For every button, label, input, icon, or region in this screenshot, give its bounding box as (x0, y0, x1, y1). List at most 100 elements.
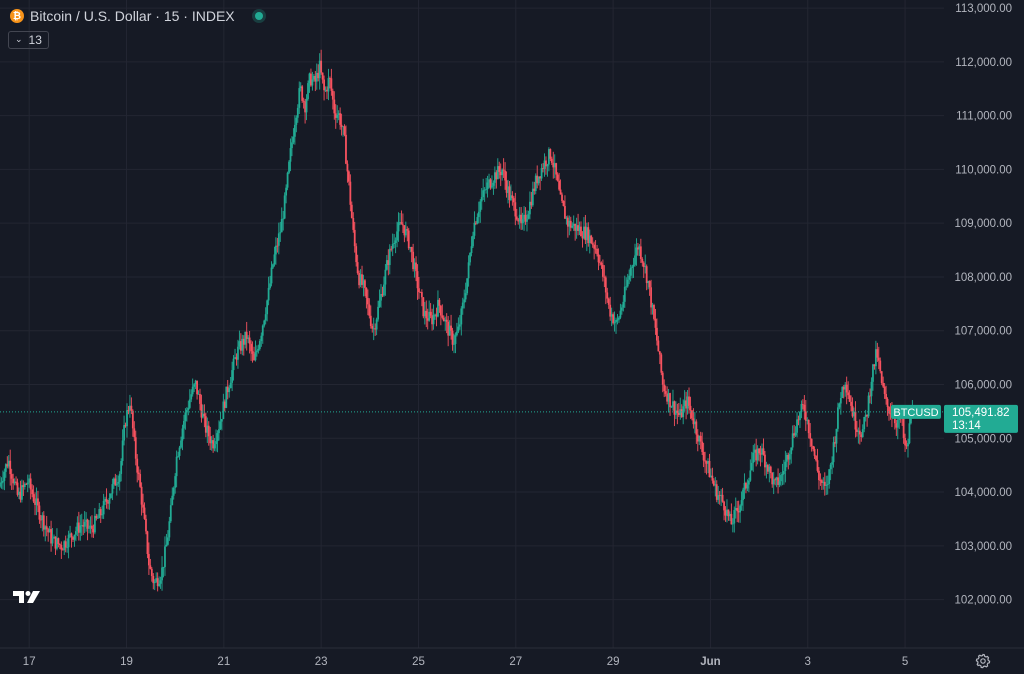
x-tick-label: 25 (412, 656, 425, 668)
candle-body (342, 126, 344, 128)
candle-body (114, 478, 117, 486)
candle-body (660, 354, 663, 373)
time-axis[interactable]: 17 19 21 23 25 27 29 Jun 3 5 (23, 656, 908, 668)
candle-body (130, 405, 133, 411)
candle-body (64, 541, 67, 548)
price-axis[interactable]: 102,000.00 103,000.00 104,000.00 105,000.00… (954, 3, 1012, 607)
candle-body (518, 214, 521, 222)
candle-body (809, 433, 812, 439)
chart-legend-header[interactable]: ₿ Bitcoin / U.S. Dollar · 15 · INDEX (10, 8, 263, 24)
candle-body (288, 161, 290, 173)
candle-body (812, 446, 815, 450)
indicators-toggle-button[interactable]: ⌄ 13 (8, 31, 49, 49)
candle-body (155, 578, 158, 582)
candle-body (886, 398, 889, 407)
candle-body (866, 414, 869, 417)
market-status-icon[interactable] (254, 12, 263, 20)
candle-body (70, 533, 73, 538)
y-tick-label: 106,000.00 (954, 379, 1012, 391)
candle-body (89, 525, 92, 528)
candle-body (845, 384, 848, 393)
candle-body (416, 271, 419, 289)
candle-body (140, 486, 143, 505)
candle-body (794, 432, 797, 436)
candle-body (531, 188, 534, 206)
candle-body (206, 425, 209, 433)
candle-body (369, 315, 372, 326)
candle-body (853, 411, 855, 417)
candle-body (156, 578, 159, 586)
candle-body (131, 410, 134, 429)
candle-body (420, 292, 423, 298)
candle-body (79, 525, 82, 533)
candle-body (552, 162, 555, 168)
candle-body (564, 206, 566, 219)
candle-body (168, 521, 171, 538)
candle-body (855, 429, 858, 432)
candle-body (696, 434, 699, 442)
candle-body (707, 460, 709, 464)
candle-body (571, 225, 574, 228)
candle-body (105, 498, 108, 502)
candle-body (162, 566, 165, 568)
candle-body (523, 214, 525, 220)
candle-body (110, 493, 112, 498)
candle-body (561, 194, 563, 201)
candle-body (876, 349, 879, 358)
candle-body (129, 405, 131, 411)
candle-body (737, 510, 740, 513)
candle-body (448, 325, 451, 336)
candle-body (323, 79, 325, 91)
candle-body (642, 262, 645, 268)
candle-body (685, 400, 688, 409)
indicators-count: 13 (28, 33, 42, 47)
candle-body (228, 388, 231, 393)
candle-body (577, 225, 579, 231)
candle-body (283, 195, 286, 219)
candle-body (731, 523, 734, 525)
candle-body (472, 235, 474, 247)
settings-gear-icon[interactable] (975, 653, 991, 669)
candle-body (851, 405, 854, 417)
candle-body (695, 421, 698, 435)
candle-body (29, 478, 32, 490)
y-tick-label: 103,000.00 (954, 541, 1012, 553)
candle-body (48, 529, 51, 533)
candle-body (453, 343, 455, 345)
candle-body (158, 583, 161, 586)
candle-body (508, 186, 511, 201)
y-tick-label: 102,000.00 (954, 595, 1012, 607)
candle-body (350, 204, 353, 218)
candle-body (625, 286, 628, 288)
candle-body (260, 335, 263, 342)
symbol-title[interactable]: Bitcoin / U.S. Dollar · 15 · INDEX (30, 8, 235, 24)
candle-body (171, 495, 174, 506)
candle-body (361, 274, 363, 285)
candle-body (356, 262, 359, 274)
candle-body (581, 236, 584, 239)
candle-body (562, 200, 565, 207)
tradingview-logo-icon[interactable] (13, 589, 43, 605)
candle-body (312, 75, 315, 80)
candle-body (98, 509, 101, 518)
candle-body (438, 299, 441, 306)
candle-body (594, 248, 597, 250)
candle-body (212, 440, 215, 449)
candle-body (301, 86, 304, 101)
candle-body (73, 534, 76, 540)
candle-body (736, 508, 739, 511)
candle-body (599, 262, 601, 264)
candle-body (53, 536, 55, 539)
candle-body (761, 448, 763, 455)
candle-body (72, 537, 74, 540)
candle-body (629, 267, 632, 276)
candle-body (20, 485, 23, 500)
candle-body (483, 189, 486, 191)
candle-body (209, 436, 212, 444)
x-tick-label: 23 (315, 656, 328, 668)
candle-body (402, 224, 404, 226)
candle-body (756, 448, 759, 461)
candle-body (800, 404, 803, 413)
candle-body (819, 480, 822, 481)
